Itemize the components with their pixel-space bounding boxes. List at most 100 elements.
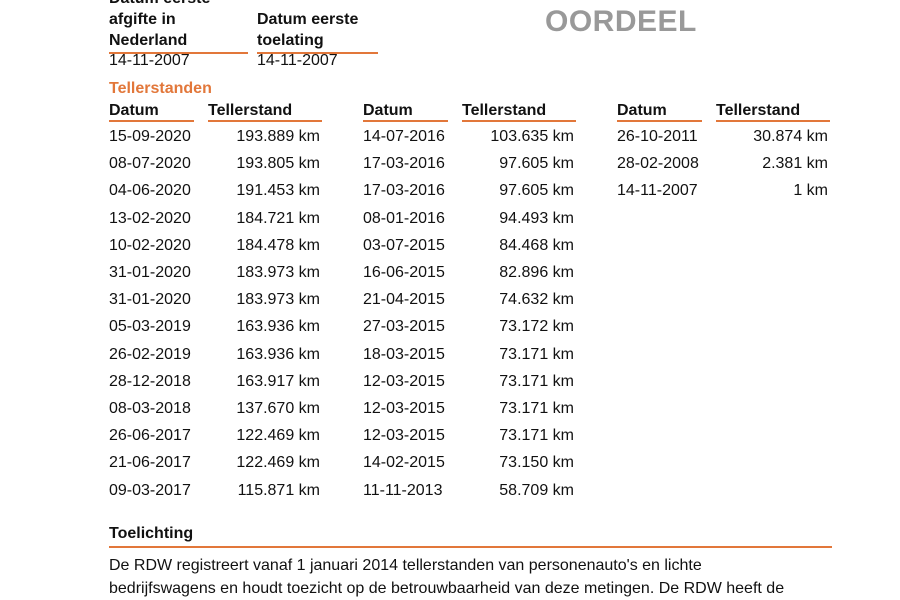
- row-date: 17-03-2016: [363, 182, 445, 200]
- afgifte-label-line: afgifte in: [109, 11, 176, 28]
- row-date: 11-11-2013: [363, 481, 443, 499]
- table-row: 14-02-2015 73.150 km: [363, 454, 574, 481]
- column-header-datum: Datum: [363, 101, 448, 122]
- afgifte-value: 14-11-2007: [109, 52, 190, 69]
- table-row: 21-06-2017 122.469 km: [109, 454, 320, 481]
- row-date: 31-01-2020: [109, 264, 191, 281]
- toelichting-title: Toelichting: [109, 525, 832, 548]
- row-km: 184.721 km: [236, 209, 320, 227]
- row-date: 28-02-2008: [617, 155, 699, 173]
- row-km: 58.709 km: [499, 481, 574, 499]
- table-row: 08-01-2016 94.493 km: [363, 210, 574, 237]
- table-row: 28-02-2008 2.381 km: [617, 155, 828, 182]
- row-km: 115.871 km: [237, 481, 320, 499]
- row-km: 73.171 km: [499, 345, 574, 363]
- table-row: 08-07-2020 193.805 km: [109, 155, 320, 182]
- row-date: 21-04-2015: [363, 291, 445, 309]
- table-row: 26-06-2017 122.469 km: [109, 427, 320, 454]
- row-km: 183.973 km: [236, 291, 320, 309]
- row-km: 163.936 km: [236, 318, 320, 336]
- row-date: 28-12-2018: [109, 372, 191, 390]
- table-row: 12-03-2015 73.171 km: [363, 427, 574, 454]
- row-date: 12-03-2015: [363, 400, 445, 417]
- row-km: 73.171 km: [499, 400, 574, 417]
- table-row: 05-03-2019 163.936 km: [109, 318, 320, 345]
- row-date: 08-03-2018: [109, 400, 191, 417]
- row-date: 17-03-2016: [363, 155, 445, 173]
- table-row: 09-03-2017 115.871 km: [109, 482, 320, 509]
- table-row: 04-06-2020 191.453 km: [109, 182, 320, 209]
- row-km: 163.936 km: [236, 345, 320, 363]
- row-date: 10-02-2020: [109, 236, 191, 254]
- table-row: 12-03-2015 73.171 km: [363, 400, 574, 427]
- row-km: 74.632 km: [499, 291, 574, 309]
- row-km: 1 km: [793, 182, 828, 200]
- table-row: 03-07-2015 84.468 km: [363, 237, 574, 264]
- table-row: 21-04-2015 74.632 km: [363, 291, 574, 318]
- row-date: 15-09-2020: [109, 128, 191, 145]
- table-row: 18-03-2015 73.171 km: [363, 346, 574, 373]
- row-km: 94.493 km: [499, 209, 574, 227]
- table-row: 08-03-2018 137.670 km: [109, 400, 320, 427]
- row-km: 73.171 km: [499, 427, 574, 445]
- row-km: 163.917 km: [236, 372, 320, 390]
- row-km: 193.805 km: [236, 155, 320, 173]
- row-km: 97.605 km: [499, 155, 574, 173]
- column-header-datum: Datum: [617, 101, 702, 122]
- row-km: 73.150 km: [499, 454, 574, 472]
- row-date: 18-03-2015: [363, 345, 445, 363]
- row-km: 82.896 km: [499, 264, 574, 281]
- column-header-datum: Datum: [109, 101, 194, 122]
- table-row: 27-03-2015 73.172 km: [363, 318, 574, 345]
- table-row: 16-06-2015 82.896 km: [363, 264, 574, 291]
- row-date: 26-06-2017: [109, 427, 191, 445]
- row-km: 84.468 km: [499, 236, 574, 254]
- row-date: 08-01-2016: [363, 209, 445, 227]
- table-row: 17-03-2016 97.605 km: [363, 155, 574, 182]
- row-date: 03-07-2015: [363, 236, 445, 254]
- row-km: 97.605 km: [499, 182, 574, 200]
- table-row: 17-03-2016 97.605 km: [363, 182, 574, 209]
- table-row: 14-11-2007 1 km: [617, 182, 828, 209]
- row-km: 103.635 km: [490, 128, 574, 145]
- row-km: 73.171 km: [499, 372, 574, 390]
- table-row: 11-11-2013 58.709 km: [363, 482, 574, 509]
- row-date: 31-01-2020: [109, 291, 191, 309]
- toelichting-line: De RDW registreert vanaf 1 januari 2014 …: [109, 557, 702, 574]
- toelating-value: 14-11-2007: [257, 52, 338, 69]
- table-row: 28-12-2018 163.917 km: [109, 373, 320, 400]
- row-km: 191.453 km: [236, 182, 320, 200]
- row-date: 14-02-2015: [363, 454, 445, 472]
- row-km: 122.469 km: [236, 427, 320, 445]
- row-date: 26-10-2011: [617, 128, 698, 145]
- toelating-label-line: Datum eerste: [257, 11, 359, 28]
- row-km: 73.172 km: [499, 318, 574, 336]
- row-date: 26-02-2019: [109, 345, 191, 363]
- row-km: 137.670 km: [236, 400, 320, 417]
- row-date: 27-03-2015: [363, 318, 445, 336]
- table-row: 12-03-2015 73.171 km: [363, 373, 574, 400]
- row-date: 12-03-2015: [363, 372, 445, 390]
- row-date: 13-02-2020: [109, 209, 191, 227]
- table-row: 31-01-2020 183.973 km: [109, 291, 320, 318]
- table-row: 10-02-2020 184.478 km: [109, 237, 320, 264]
- row-date: 05-03-2019: [109, 318, 191, 336]
- row-date: 14-11-2007: [617, 182, 698, 200]
- column-header-tellerstand: Tellerstand: [716, 101, 830, 122]
- row-date: 09-03-2017: [109, 481, 191, 499]
- toelichting-text: De RDW registreert vanaf 1 januari 2014 …: [109, 554, 849, 600]
- row-date: 21-06-2017: [109, 454, 191, 472]
- toelating-label-line: toelating: [257, 32, 324, 49]
- toelating-label: Datum eerste toelating: [257, 9, 378, 54]
- row-km: 30.874 km: [753, 128, 828, 145]
- row-date: 08-07-2020: [109, 155, 191, 173]
- row-km: 2.381 km: [762, 155, 828, 173]
- tellerstanden-title: Tellerstanden: [109, 80, 212, 97]
- column-header-tellerstand: Tellerstand: [462, 101, 576, 122]
- table-row: 15-09-2020 193.889 km: [109, 128, 320, 155]
- oordeel-heading: OORDEEL: [545, 5, 697, 38]
- row-date: 12-03-2015: [363, 427, 445, 445]
- row-km: 183.973 km: [236, 264, 320, 281]
- table-row: 14-07-2016 103.635 km: [363, 128, 574, 155]
- toelichting-line: bedrijfswagens en houdt toezicht op de b…: [109, 580, 785, 597]
